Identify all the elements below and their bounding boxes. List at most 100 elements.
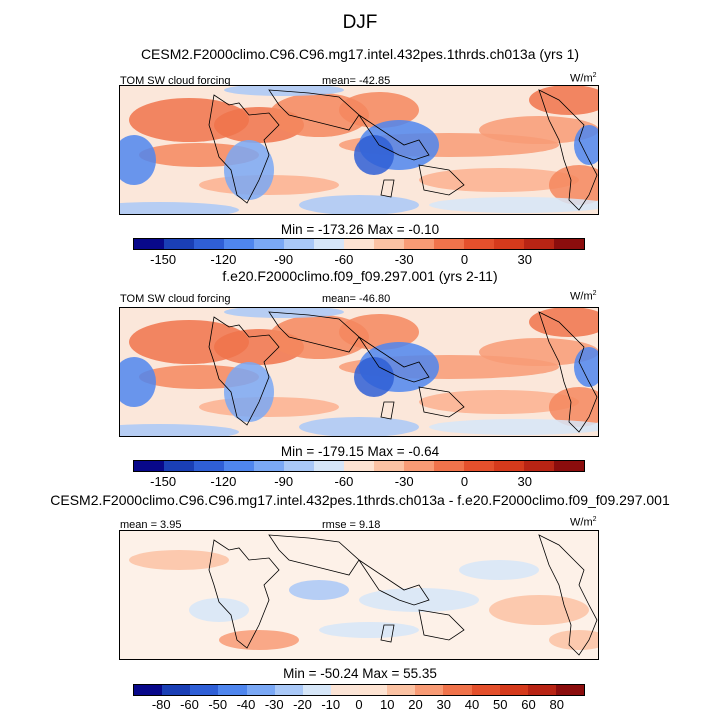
colorbar-tick-label: -10 [321, 697, 341, 712]
colorbar-tick-label: -20 [293, 697, 312, 712]
colorbar-tick-label: -30 [394, 474, 414, 489]
colorbar-tick-label: 10 [380, 697, 395, 712]
panel-2-units: W/m2 [570, 290, 597, 303]
panel-1-minmax: Min = -173.26 Max = -0.10 [280, 222, 440, 237]
colorbar-swatch [190, 685, 219, 695]
panel-3-mean-label: mean = 3.95 [120, 519, 182, 531]
panel-3-rmse-label: rmse = 9.18 [322, 519, 381, 531]
colorbar-swatch [194, 239, 224, 249]
panel-1-mean-label: mean= -42.85 [322, 75, 391, 87]
panel-2-map [119, 307, 599, 437]
colorbar-tick-label: 60 [521, 697, 536, 712]
panel-2-colorbar-ticks: -150 -120 -90 -60 -30 0 30 [133, 474, 585, 490]
colorbar-tick-label: -30 [394, 252, 414, 267]
panel-3-minmax: Min = -50.24 Max = 55.35 [283, 666, 437, 681]
colorbar-swatch [494, 239, 524, 249]
colorbar-swatch [434, 239, 464, 249]
colorbar-swatch [387, 685, 416, 695]
panel-2-mean-label: mean= -46.80 [322, 293, 391, 305]
panel-2-units-base: W/m [570, 290, 593, 303]
panel-1-colorbar [133, 238, 585, 250]
colorbar-swatch [164, 461, 194, 471]
colorbar-swatch [359, 685, 388, 695]
panel-3-title: CESM2.F2000climo.C96.C96.mg17.intel.432p… [50, 492, 670, 508]
colorbar-swatch [224, 461, 254, 471]
colorbar-swatch [464, 461, 494, 471]
colorbar-tick-label: -50 [208, 697, 228, 712]
colorbar-tick-label: -90 [274, 252, 294, 267]
colorbar-swatch [527, 685, 556, 695]
colorbar-tick-label: 0 [460, 474, 469, 489]
colorbar-swatch [374, 461, 404, 471]
colorbar-swatch [471, 685, 500, 695]
colorbar-swatch [374, 239, 404, 249]
panel-3-units-exp: 2 [592, 516, 597, 523]
colorbar-swatch [134, 685, 163, 695]
colorbar-swatch [134, 461, 164, 471]
colorbar-swatch [499, 685, 528, 695]
colorbar-swatch [274, 685, 303, 695]
panel-3-colorbar [133, 684, 585, 696]
colorbar-tick-label: -60 [334, 474, 354, 489]
colorbar-swatch [254, 239, 284, 249]
panel-3-units: W/m2 [570, 516, 597, 529]
colorbar-swatch [344, 461, 374, 471]
panel-2-variable-label: TOM SW cloud forcing [120, 293, 231, 305]
colorbar-swatch [314, 461, 344, 471]
panel-2-units-exp: 2 [592, 290, 597, 297]
panel-1-units: W/m2 [570, 72, 597, 85]
panel-3-colorbar-ticks: -80 -60 -50 -40 -30 -20 -10 0 10 20 30 40 50 60 80 [133, 697, 585, 713]
colorbar-tick-label: 40 [464, 697, 480, 712]
colorbar-swatch [443, 685, 472, 695]
colorbar-tick-label: 20 [408, 697, 423, 712]
colorbar-swatch [284, 239, 314, 249]
colorbar-swatch [134, 239, 164, 249]
panel-2-minmax: Min = -179.15 Max = -0.64 [280, 444, 440, 459]
colorbar-tick-label: -150 [150, 252, 177, 267]
colorbar-swatch [554, 461, 584, 471]
colorbar-swatch [524, 239, 554, 249]
colorbar-tick-label: -90 [274, 474, 294, 489]
colorbar-swatch [404, 239, 434, 249]
panel-1-colorbar-ticks: -150 -120 -90 -60 -30 0 30 [133, 252, 585, 268]
colorbar-tick-label: -30 [264, 697, 284, 712]
colorbar-tick-label: -40 [236, 697, 256, 712]
colorbar-swatch [494, 461, 524, 471]
colorbar-tick-label: -60 [334, 252, 354, 267]
panel-3-map [119, 530, 599, 660]
colorbar-swatch [218, 685, 247, 695]
colorbar-swatch [284, 461, 314, 471]
colorbar-swatch [330, 685, 359, 695]
colorbar-swatch [314, 239, 344, 249]
colorbar-swatch [162, 685, 191, 695]
colorbar-tick-label: -120 [210, 474, 237, 489]
colorbar-swatch [194, 461, 224, 471]
colorbar-tick-label: 30 [517, 252, 532, 267]
panel-2-colorbar [133, 460, 585, 472]
colorbar-tick-label: -80 [151, 697, 171, 712]
panel-1-units-base: W/m [570, 72, 593, 85]
panel-1-units-exp: 2 [592, 72, 597, 79]
panel-1-variable-label: TOM SW cloud forcing [120, 75, 231, 87]
colorbar-swatch [554, 239, 584, 249]
colorbar-swatch [415, 685, 444, 695]
colorbar-swatch [254, 461, 284, 471]
colorbar-tick-label: 30 [436, 697, 451, 712]
colorbar-swatch [246, 685, 275, 695]
colorbar-tick-label: 0 [460, 252, 469, 267]
panel-2-title: f.e20.F2000climo.f09_f09.297.001 (yrs 2-… [222, 268, 498, 284]
colorbar-tick-label: -120 [210, 252, 237, 267]
colorbar-swatch [164, 239, 194, 249]
colorbar-swatch [344, 239, 374, 249]
colorbar-swatch [302, 685, 331, 695]
colorbar-swatch [404, 461, 434, 471]
colorbar-swatch [555, 685, 584, 695]
colorbar-tick-label: -150 [150, 474, 177, 489]
colorbar-tick-label: 80 [549, 697, 564, 712]
colorbar-swatch [224, 239, 254, 249]
panel-1-map [119, 85, 599, 215]
colorbar-swatch [464, 239, 494, 249]
colorbar-tick-label: 30 [517, 474, 532, 489]
colorbar-tick-label: 0 [355, 697, 363, 712]
colorbar-tick-label: -60 [180, 697, 199, 712]
